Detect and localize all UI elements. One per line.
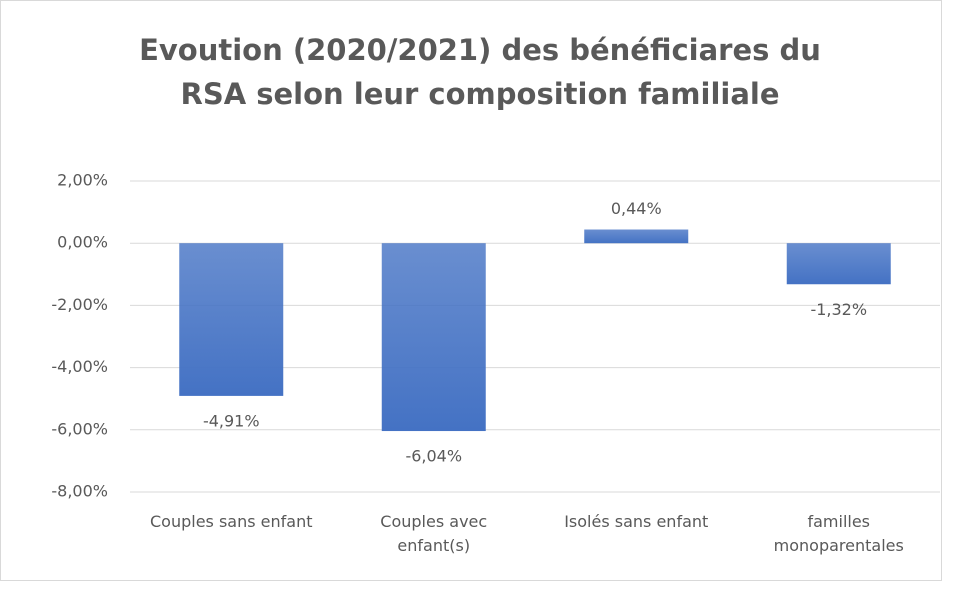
y-tick-label: -2,00% xyxy=(51,295,108,314)
bar xyxy=(584,229,689,244)
y-tick-label: -4,00% xyxy=(51,357,108,376)
y-tick-label: 0,00% xyxy=(57,233,108,252)
x-tick-label: Couples avec enfant(s) xyxy=(380,512,488,555)
y-tick-label: -6,00% xyxy=(51,419,108,438)
data-label: -6,04% xyxy=(405,447,462,466)
x-tick-label: Isolés sans enfant xyxy=(564,512,709,531)
x-tick-label: familles monoparentales xyxy=(773,512,904,555)
y-tick-label: 2,00% xyxy=(57,171,108,190)
data-label: -1,32% xyxy=(810,300,867,319)
data-label: -4,91% xyxy=(203,411,260,430)
data-label: 0,44% xyxy=(611,199,662,218)
x-tick-label: Couples sans enfant xyxy=(149,512,313,531)
bar xyxy=(786,243,891,285)
bar xyxy=(381,243,486,432)
y-tick-label: -8,00% xyxy=(51,482,108,501)
bar xyxy=(179,243,284,396)
chart-title: Evoution (2020/2021) des bénéficiares du… xyxy=(139,33,821,111)
